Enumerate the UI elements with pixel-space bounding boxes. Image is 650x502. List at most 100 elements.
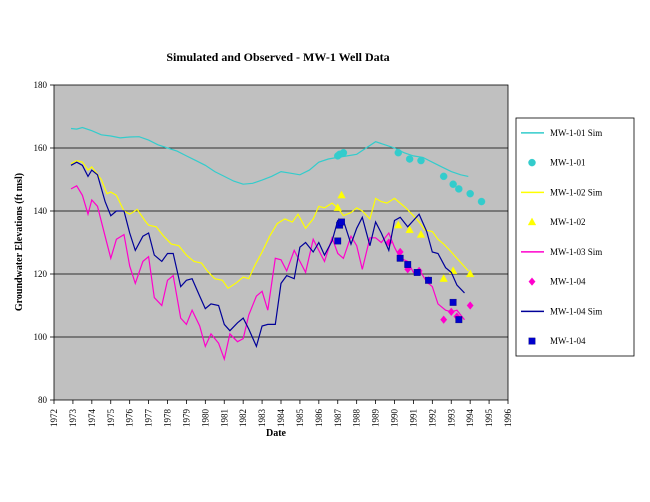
data-point xyxy=(425,276,432,284)
legend-item: MW-1-01 xyxy=(528,158,586,168)
legend-box xyxy=(515,117,635,357)
legend-label: MW-1-04 Sim xyxy=(550,306,602,316)
data-point xyxy=(466,269,475,278)
y-tick-label: 180 xyxy=(34,80,48,90)
series-0 xyxy=(70,126,469,185)
chart-title: Simulated and Observed - MW-1 Well Data xyxy=(166,50,389,64)
x-tick-label: 1996 xyxy=(503,409,513,428)
x-axis-title: Date xyxy=(266,428,287,439)
plot-background xyxy=(53,84,509,401)
legend-item: MW-1-03 Sim xyxy=(521,247,602,257)
data-point xyxy=(455,316,463,324)
y-axis-title: Groundwater Elevations (ft msl) xyxy=(14,173,25,311)
series-2 xyxy=(70,159,469,290)
x-tick-label: 1990 xyxy=(390,409,400,428)
x-tick-label: 1993 xyxy=(446,409,456,428)
x-tick-label: 1987 xyxy=(333,409,343,428)
legend-item: MW-1-01 Sim xyxy=(521,128,602,138)
legend-label: MW-1-02 Sim xyxy=(550,187,602,197)
x-tick-label: 1975 xyxy=(106,409,116,428)
legend-label: MW-1-04 xyxy=(550,336,586,346)
legend-label: MW-1-04 xyxy=(550,277,586,287)
data-point xyxy=(416,230,426,238)
legend-label: MW-1-01 Sim xyxy=(550,128,602,138)
legend-marker-swatch xyxy=(527,217,537,226)
legend-item: MW-1-02 Sim xyxy=(521,187,602,197)
data-point xyxy=(338,218,345,226)
series-7 xyxy=(334,218,463,324)
y-tick-label: 160 xyxy=(34,143,48,153)
legend-label: MW-1-03 Sim xyxy=(550,247,602,257)
y-tick-label: 120 xyxy=(34,269,48,279)
legend-item: MW-1-04 Sim xyxy=(521,306,602,316)
series-group xyxy=(70,126,486,362)
data-point xyxy=(396,254,404,262)
legend-item: MW-1-04 xyxy=(528,336,586,346)
series-6 xyxy=(70,161,465,349)
x-tick-label: 1978 xyxy=(163,409,173,428)
y-tick-label: 80 xyxy=(38,395,48,405)
data-point xyxy=(404,261,412,268)
legend-marker-swatch xyxy=(528,277,536,286)
x-tick-label: 1986 xyxy=(314,409,324,428)
x-tick-label: 1982 xyxy=(238,409,248,427)
data-point xyxy=(337,190,346,199)
data-point xyxy=(417,156,425,165)
x-tick-label: 1983 xyxy=(257,409,267,428)
x-tick-label: 1974 xyxy=(87,409,97,428)
y-axis-ticks: 80 100 120 140 160 180 xyxy=(34,80,54,405)
data-point xyxy=(440,315,448,324)
x-tick-label: 1985 xyxy=(295,409,305,428)
x-tick-label: 1980 xyxy=(200,409,210,428)
data-point xyxy=(466,301,474,310)
x-tick-label: 1976 xyxy=(125,409,135,428)
x-tick-label: 1984 xyxy=(276,409,286,428)
data-point xyxy=(334,237,342,245)
gridlines xyxy=(54,147,508,338)
data-point xyxy=(394,149,403,157)
data-point xyxy=(466,189,474,198)
y-tick-label: 140 xyxy=(34,206,48,216)
x-tick-label: 1995 xyxy=(484,409,494,428)
x-tick-label: 1991 xyxy=(408,409,418,427)
data-point xyxy=(439,172,448,181)
x-tick-label: 1994 xyxy=(465,409,475,428)
x-tick-label: 1973 xyxy=(68,409,78,428)
data-point xyxy=(477,197,486,206)
x-axis-ticks: 1972 1973 1974 1975 1976 1977 1978 1979 1980 1981… xyxy=(49,400,513,427)
legend-item: MW-1-04 xyxy=(528,277,586,287)
legend: MW-1-01 Sim MW-1-01 MW-1-02 Sim MW-1-02 MW-1… xyxy=(515,117,635,357)
x-tick-label: 1988 xyxy=(352,409,362,428)
data-point xyxy=(447,307,455,316)
data-point xyxy=(405,155,414,163)
plot-area xyxy=(53,84,509,401)
series-line xyxy=(70,184,465,362)
legend-marker-swatch xyxy=(528,337,536,345)
series-line xyxy=(70,161,465,349)
x-tick-label: 1979 xyxy=(181,409,191,428)
data-point xyxy=(405,225,414,233)
data-point xyxy=(455,185,463,193)
x-tick-label: 1992 xyxy=(427,409,437,427)
series-3 xyxy=(333,190,475,282)
data-point xyxy=(449,180,457,188)
legend-label: MW-1-02 xyxy=(550,217,586,227)
data-point xyxy=(333,203,342,211)
series-1 xyxy=(334,149,486,206)
data-point xyxy=(439,274,448,282)
legend-marker-swatch xyxy=(528,158,536,167)
x-tick-label: 1989 xyxy=(371,409,381,428)
data-point xyxy=(339,149,348,157)
x-tick-label: 1977 xyxy=(144,409,154,428)
series-4 xyxy=(70,184,465,362)
legend-item: MW-1-02 xyxy=(527,217,586,227)
data-point xyxy=(394,220,403,229)
y-tick-label: 100 xyxy=(34,332,48,342)
data-point xyxy=(449,298,457,306)
x-tick-label: 1981 xyxy=(219,409,229,427)
series-line xyxy=(70,126,469,185)
x-tick-label: 1972 xyxy=(49,409,59,427)
legend-label: MW-1-01 xyxy=(550,158,586,168)
